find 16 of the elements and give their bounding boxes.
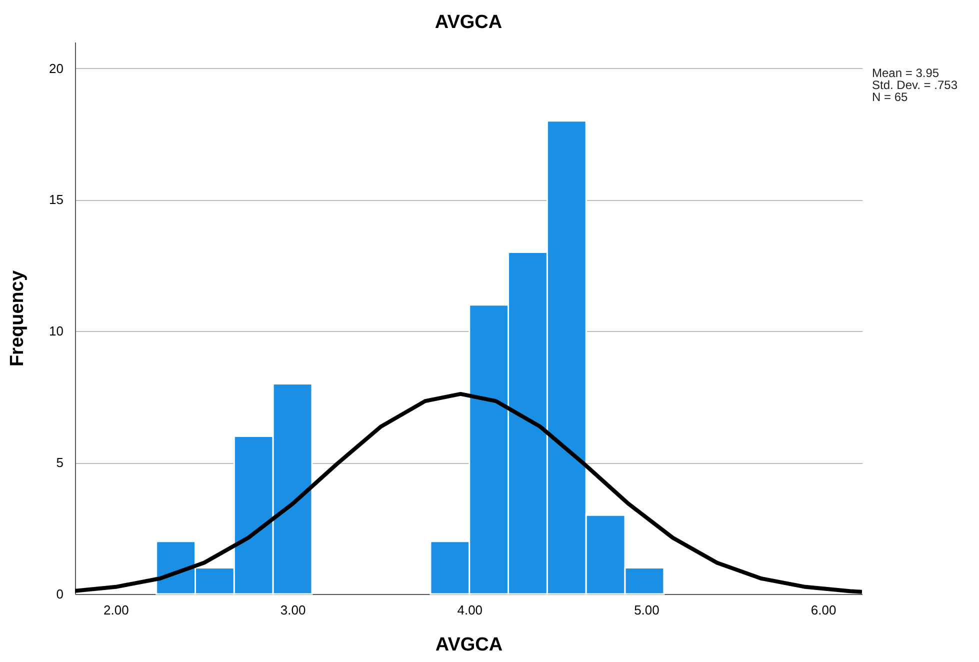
y-axis-title: Frequency: [7, 270, 28, 367]
text: N = 65: [872, 90, 908, 104]
y-tick-label: 0: [56, 586, 64, 602]
x-tick-label: 3.00: [280, 602, 306, 618]
y-tick-label: 15: [49, 192, 64, 208]
text: Std. Dev. = .753: [872, 78, 958, 92]
y-tick-label: 5: [56, 455, 64, 470]
x-tick-label: 2.00: [104, 602, 129, 618]
y-tick-label: 10: [49, 324, 64, 339]
x-axis-title: AVGCA: [435, 634, 503, 656]
y-tick-label: 20: [49, 60, 64, 76]
x-tick-label: 5.00: [634, 602, 660, 618]
chart-title: AVGCA: [434, 12, 502, 33]
text: Mean = 3.95: [872, 66, 940, 80]
x-tick-label: 6.00: [810, 602, 836, 618]
x-tick-label: 4.00: [457, 602, 483, 618]
